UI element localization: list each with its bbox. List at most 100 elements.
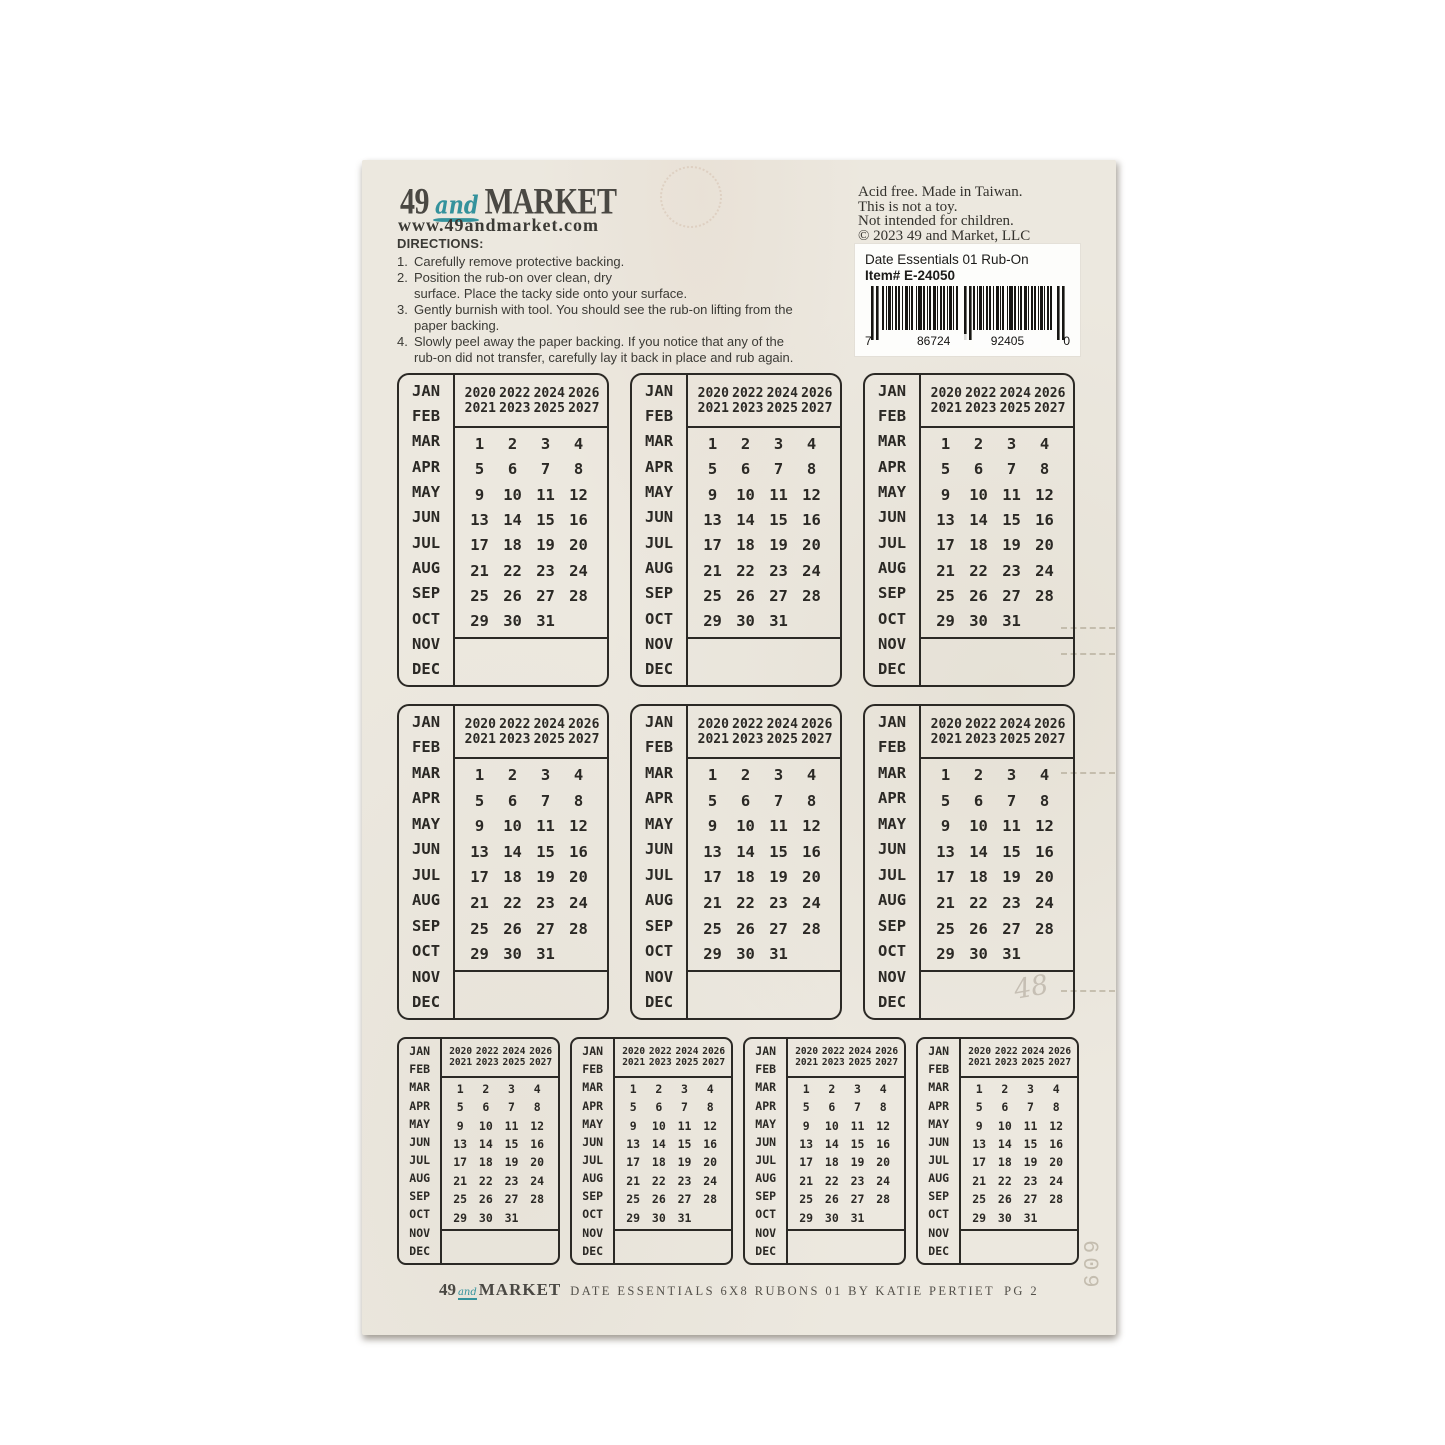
calendar-month-column: JAN FEB MAR APR MAY JUN JUL AUG SEP OCT NOV DEC xyxy=(399,706,456,1018)
calendar-day-number: 11 xyxy=(769,817,788,836)
calendar-month-column: JAN FEB MAR APR MAY JUN JUL AUG SEP OCT NOV DEC xyxy=(632,375,689,685)
calendar-day-row: 5 6 7 8 xyxy=(929,792,1061,810)
calendar-day-number: 27 xyxy=(1002,587,1021,606)
calendar-day-number: 11 xyxy=(1002,817,1021,836)
calendar-day-number: 20 xyxy=(802,536,821,555)
direction-step-text: Position the rub-on over clean, dry surf… xyxy=(414,270,688,301)
calendar-empty-section xyxy=(442,1231,558,1263)
calendar-day-row: 5 6 7 8 xyxy=(463,460,595,478)
calendar-year-row: 2021 2023 2025 2027 xyxy=(793,1057,900,1068)
calendar-day-row: 5 6 7 8 xyxy=(463,792,595,810)
calendar-day-number: 6 xyxy=(740,460,751,479)
calendar-year-label: 2020 xyxy=(930,716,962,732)
calendar-day-row: 29 30 31 xyxy=(620,1211,723,1225)
calendar-month-label: APR xyxy=(878,457,907,476)
calendar-day-number: 1 xyxy=(802,1082,810,1097)
calendar-day-grid: 1 2 3 4 5 6 7 8 9 10 11 12 13 14 15 16 17 18 19 20 21 22 23 24 2… xyxy=(688,428,840,640)
calendar-right-section: 2020 2022 2024 2026 2021 2023 2025 2027 1 2 3 4 5 6 7 8… xyxy=(688,375,840,685)
calendar-day-row: 1 2 3 4 xyxy=(793,1082,896,1096)
calendar-card: JAN FEB MAR APR MAY JUN JUL AUG SEP OCT NOV DEC 2020… xyxy=(397,373,609,687)
calendar-day-number: 12 xyxy=(802,817,821,836)
calendar-day-grid: 1 2 3 4 5 6 7 8 9 10 11 12 13 14 15 16 17 18 19 20 21 22 23 24 2… xyxy=(921,759,1073,972)
calendar-month-label: JAN xyxy=(412,381,441,400)
calendar-day-number: 12 xyxy=(530,1118,545,1133)
calendar-month-label: NOV xyxy=(878,967,907,986)
calendar-month-label: AUG xyxy=(412,891,441,910)
calendar-day-number: 10 xyxy=(997,1118,1012,1133)
calendar-day-number: 30 xyxy=(503,945,522,964)
calendar-day-number: 4 xyxy=(1039,766,1050,785)
calendar-years-header: 2020 2022 2024 2026 2021 2023 2025 2027 xyxy=(921,375,1073,429)
calendar-day-number: 24 xyxy=(802,561,821,580)
calendar-day-number: 23 xyxy=(677,1173,692,1188)
calendar-day-number: 14 xyxy=(997,1137,1012,1152)
calendar-day-number: 16 xyxy=(569,842,588,861)
calendar-day-number: 18 xyxy=(969,868,988,887)
calendar-month-label: JUN xyxy=(928,1134,950,1149)
calendar-day-number: 1 xyxy=(975,1082,983,1097)
calendar-day-row: 13 14 15 16 xyxy=(966,1137,1069,1151)
calendar-day-number: 9 xyxy=(629,1118,637,1133)
footer-brand-logo: 49 and MARKET xyxy=(439,1280,561,1300)
calendar-day-number: 26 xyxy=(824,1192,839,1207)
calendar-day-number: 4 xyxy=(573,434,584,453)
calendar-year-label: 2027 xyxy=(801,400,833,416)
calendar-card: JAN FEB MAR APR MAY JUN JUL AUG SEP OCT NOV DEC 2020… xyxy=(397,1037,560,1265)
calendar-day-number: 15 xyxy=(504,1137,519,1152)
calendar-day-number: 17 xyxy=(703,868,722,887)
calendar-day-number: 28 xyxy=(703,1192,718,1207)
calendar-year-label: 2027 xyxy=(568,731,600,747)
calendar-day-number: 16 xyxy=(703,1137,718,1152)
calendar-day-number: 27 xyxy=(536,587,555,606)
calendar-day-row: 5 6 7 8 xyxy=(447,1100,550,1114)
calendar-day-number: 8 xyxy=(879,1100,887,1115)
calendar-month-label: MAR xyxy=(645,763,674,782)
calendar-year-label: 2024 xyxy=(1021,1046,1045,1058)
calendar-month-label: MAY xyxy=(878,482,907,501)
calendar-day-number: 18 xyxy=(736,868,755,887)
calendar-year-label: 2025 xyxy=(766,400,798,416)
calendar-day-number: 2 xyxy=(1001,1082,1009,1097)
calendar-day-number: 16 xyxy=(569,510,588,529)
calendar-year-row: 2021 2023 2025 2027 xyxy=(696,401,834,416)
calendar-month-label: APR xyxy=(409,1098,431,1113)
calendar-year-label: 2020 xyxy=(697,385,729,401)
calendar-month-label: AUG xyxy=(412,558,441,577)
calendar-day-number: 24 xyxy=(569,561,588,580)
calendar-month-label: MAR xyxy=(412,763,441,782)
calendar-year-label: 2025 xyxy=(999,731,1031,747)
calendar-day-number: 31 xyxy=(850,1210,865,1225)
brand-logo-49: 49 xyxy=(400,181,430,222)
calendar-day-row: 5 6 7 8 xyxy=(620,1100,723,1114)
calendar-right-section: 2020 2022 2024 2026 2021 2023 2025 2027 1 2 3 4 5 6 7 8… xyxy=(921,375,1073,685)
calendar-day-number: 31 xyxy=(677,1210,692,1225)
calendar-empty-section xyxy=(921,972,1073,1018)
calendar-year-label: 2023 xyxy=(499,400,531,416)
calendar-day-number: 24 xyxy=(1049,1173,1064,1188)
calendar-card: JAN FEB MAR APR MAY JUN JUL AUG SEP OCT NOV DEC 2020… xyxy=(863,373,1075,687)
calendar-month-label: JUL xyxy=(412,533,441,552)
calendar-day-number: 4 xyxy=(1039,434,1050,453)
calendar-day-number: 2 xyxy=(507,434,518,453)
calendar-year-label: 2026 xyxy=(1034,716,1066,732)
calendar-day-number: 15 xyxy=(536,510,555,529)
calendar-day-number: 11 xyxy=(536,817,555,836)
calendar-day-number: 3 xyxy=(508,1082,515,1097)
calendar-day-row: 21 22 23 24 xyxy=(447,1174,550,1188)
calendar-month-label: DEC xyxy=(755,1243,777,1258)
calendar-day-number: 17 xyxy=(470,536,489,555)
calendar-empty-section xyxy=(788,1231,904,1263)
calendar-day-number: 24 xyxy=(876,1173,891,1188)
calendar-day-number: 14 xyxy=(736,510,755,529)
calendar-month-label: JUL xyxy=(582,1153,604,1168)
calendar-day-number: 17 xyxy=(972,1155,987,1170)
barcode-digits: 7 86724 92405 0 xyxy=(865,334,1070,348)
calendar-day-number: 28 xyxy=(569,919,588,938)
calendar-year-row: 2020 2022 2024 2026 xyxy=(929,386,1067,401)
calendar-day-number: 2 xyxy=(973,434,984,453)
calendar-year-label: 2023 xyxy=(475,1057,499,1069)
calendar-month-label: MAY xyxy=(409,1116,431,1131)
calendar-day-number: 24 xyxy=(530,1173,545,1188)
calendar-day-grid: 1 2 3 4 5 6 7 8 9 10 11 12 13 14 15 16 17 18 19 20 21 22 23 24 2… xyxy=(921,428,1073,640)
product-sheet: 609 48 49 and MARKET www.49andmarket.com… xyxy=(362,160,1116,1335)
